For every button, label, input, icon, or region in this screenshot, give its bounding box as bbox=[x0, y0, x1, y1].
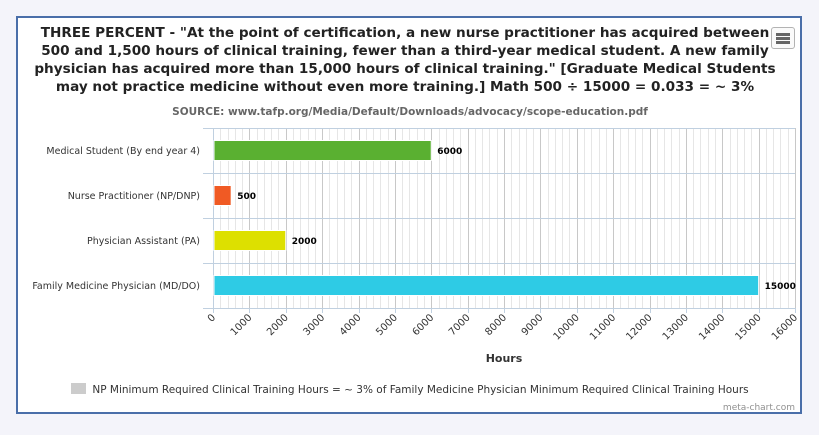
x-tick-label: 4000 bbox=[338, 312, 364, 338]
x-tick-label: 16000 bbox=[770, 312, 800, 342]
category-label: Family Medicine Physician (MD/DO) bbox=[32, 281, 200, 292]
bar bbox=[213, 230, 287, 251]
x-tick-label: 9000 bbox=[520, 312, 546, 338]
x-tick-label: 6000 bbox=[411, 312, 437, 338]
legend-swatch bbox=[71, 383, 87, 394]
credits[interactable]: meta-chart.com bbox=[722, 403, 795, 413]
data-label: 15000 bbox=[765, 282, 796, 292]
x-tick-label: 15000 bbox=[733, 312, 763, 342]
bar bbox=[213, 275, 760, 296]
legend-label: NP Minimum Required Clinical Training Ho… bbox=[92, 384, 749, 396]
chart-title: THREE PERCENT - "At the point of certifi… bbox=[34, 25, 776, 95]
data-label: 500 bbox=[237, 192, 256, 202]
data-labels: 6000 500 2000 15000 bbox=[237, 147, 796, 292]
data-label: 6000 bbox=[437, 147, 462, 157]
category-label: Medical Student (By end year 4) bbox=[46, 146, 200, 157]
x-tick-label: 2000 bbox=[265, 312, 291, 338]
data-label: 2000 bbox=[292, 237, 317, 247]
category-label: Physician Assistant (PA) bbox=[87, 236, 200, 247]
x-axis-title: Hours bbox=[486, 352, 523, 365]
x-tick-label: 3000 bbox=[301, 312, 327, 338]
x-tick-label: 7000 bbox=[447, 312, 473, 338]
bar bbox=[213, 140, 432, 161]
legend[interactable]: NP Minimum Required Clinical Training Ho… bbox=[60, 383, 760, 396]
x-tick-label: 10000 bbox=[552, 312, 582, 342]
bar bbox=[213, 185, 232, 206]
x-tick-label: 14000 bbox=[697, 312, 727, 342]
x-tick-label: 8000 bbox=[483, 312, 509, 338]
x-axis-ticks bbox=[213, 308, 796, 313]
category-label: Nurse Practitioner (NP/DNP) bbox=[68, 191, 200, 202]
x-tick-label: 1000 bbox=[229, 312, 255, 338]
chart-subtitle: SOURCE: www.tafp.org/Media/Default/Downl… bbox=[172, 106, 648, 118]
hamburger-menu-icon bbox=[776, 33, 790, 36]
x-axis-tick-labels: 0 1000 2000 3000 4000 5000 6000 7000 8000 9000 100… bbox=[206, 312, 800, 342]
x-tick-label: 13000 bbox=[661, 312, 691, 342]
x-tick-label: 5000 bbox=[374, 312, 400, 338]
category-labels: Medical Student (By end year 4) Nurse Pra… bbox=[32, 146, 200, 292]
x-tick-label: 12000 bbox=[624, 312, 654, 342]
chart-menu-button[interactable] bbox=[771, 27, 795, 49]
bars bbox=[213, 140, 760, 296]
x-tick-label: 0 bbox=[206, 312, 218, 324]
x-tick-label: 11000 bbox=[588, 312, 618, 342]
